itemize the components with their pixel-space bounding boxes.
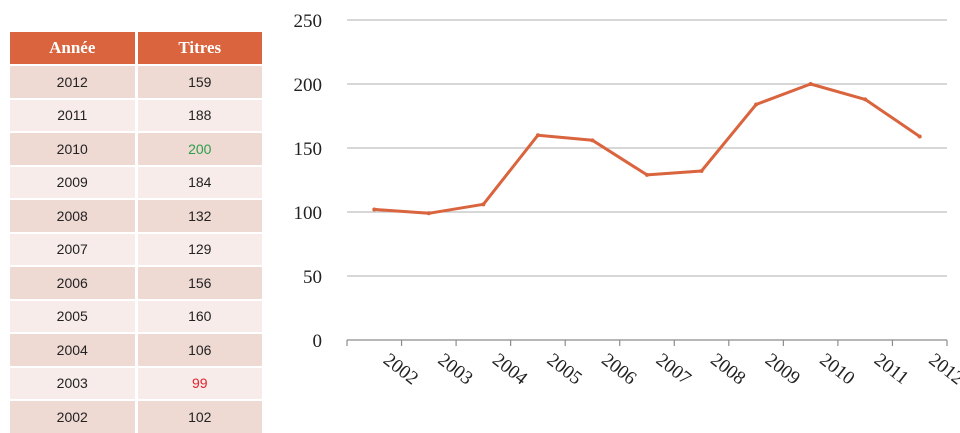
table-row: 2004 106 — [10, 332, 262, 367]
table-header-row: Année Titres — [10, 32, 262, 65]
x-tick-label: 2010 — [816, 349, 859, 389]
cell-titles: 188 — [134, 97, 262, 132]
table-row: 2007 129 — [10, 231, 262, 266]
x-tick-label: 2012 — [925, 349, 960, 389]
cell-year: 2005 — [10, 298, 136, 333]
table-row: 2005 160 — [10, 298, 262, 333]
table-row: 2009 184 — [10, 164, 262, 199]
y-tick-label: 50 — [303, 267, 322, 288]
data-point — [535, 133, 540, 138]
data-point — [917, 134, 922, 139]
data-point — [699, 169, 704, 174]
x-axis — [346, 340, 948, 346]
series-line — [372, 82, 922, 215]
series-group — [372, 82, 922, 216]
y-tick-label: 150 — [294, 139, 323, 160]
cell-titles: 160 — [134, 298, 262, 333]
cell-year: 2006 — [10, 265, 136, 300]
cell-year: 2007 — [10, 231, 136, 266]
line-chart: 0 50 100 150 200 250 2002 2003 2004 2005 2006 2007… — [294, 11, 960, 390]
y-tick-label: 250 — [294, 11, 323, 32]
data-point — [426, 211, 431, 216]
x-tick-label: 2004 — [488, 349, 531, 389]
cell-year: 2011 — [10, 97, 136, 132]
y-tick-label: 0 — [313, 331, 323, 352]
table-row: 2003 99 — [10, 365, 262, 400]
data-table: Année Titres 2012 159 2011 188 2010 200 2009 18… — [10, 32, 262, 433]
cell-titles: 132 — [134, 198, 262, 233]
x-axis-ticks: 2002 2003 2004 2005 2006 2007 2008 2009 2010 2011… — [379, 349, 960, 389]
x-tick-label: 2009 — [761, 349, 804, 389]
cell-titles: 159 — [134, 64, 262, 99]
table-row: 2011 188 — [10, 97, 262, 132]
cell-year: 2012 — [10, 64, 136, 99]
table-row: 2002 102 — [10, 399, 262, 433]
data-point — [590, 138, 595, 143]
cell-year: 2003 — [10, 365, 136, 400]
gridlines — [347, 19, 947, 341]
cell-year: 2004 — [10, 332, 136, 367]
cell-titles: 102 — [134, 399, 262, 433]
table-row: 2006 156 — [10, 265, 262, 300]
column-header-year: Année — [10, 32, 136, 65]
cell-titles: 99 — [134, 365, 262, 400]
data-point — [481, 202, 486, 207]
y-tick-label: 100 — [294, 203, 323, 224]
table-body: 2012 159 2011 188 2010 200 2009 184 2008 132 2007 1… — [10, 64, 262, 433]
cell-titles: 129 — [134, 231, 262, 266]
cell-titles: 156 — [134, 265, 262, 300]
x-tick-label: 2003 — [434, 349, 477, 389]
x-tick-label: 2008 — [706, 349, 749, 389]
cell-year: 2009 — [10, 164, 136, 199]
data-point — [863, 97, 868, 102]
data-point — [645, 172, 649, 177]
y-tick-label: 200 — [294, 75, 323, 96]
cell-year: 2008 — [10, 198, 136, 233]
x-tick-label: 2006 — [597, 349, 640, 389]
x-tick-label: 2005 — [543, 349, 586, 389]
cell-titles: 184 — [134, 164, 262, 199]
x-tick-label: 2002 — [379, 349, 422, 389]
data-point — [808, 82, 813, 86]
cell-titles: 106 — [134, 332, 262, 367]
cell-year: 2010 — [10, 131, 136, 166]
x-tick-label: 2011 — [870, 349, 912, 389]
x-tick-label: 2007 — [652, 349, 695, 389]
y-axis-ticks: 0 50 100 150 200 250 — [294, 11, 323, 352]
table-row: 2008 132 — [10, 198, 262, 233]
column-header-titles: Titres — [134, 32, 262, 65]
data-point — [754, 102, 759, 107]
cell-year: 2002 — [10, 399, 136, 433]
table-row: 2012 159 — [10, 64, 262, 99]
table-row: 2010 200 — [10, 131, 262, 166]
data-point — [372, 207, 377, 212]
cell-titles: 200 — [134, 131, 262, 166]
